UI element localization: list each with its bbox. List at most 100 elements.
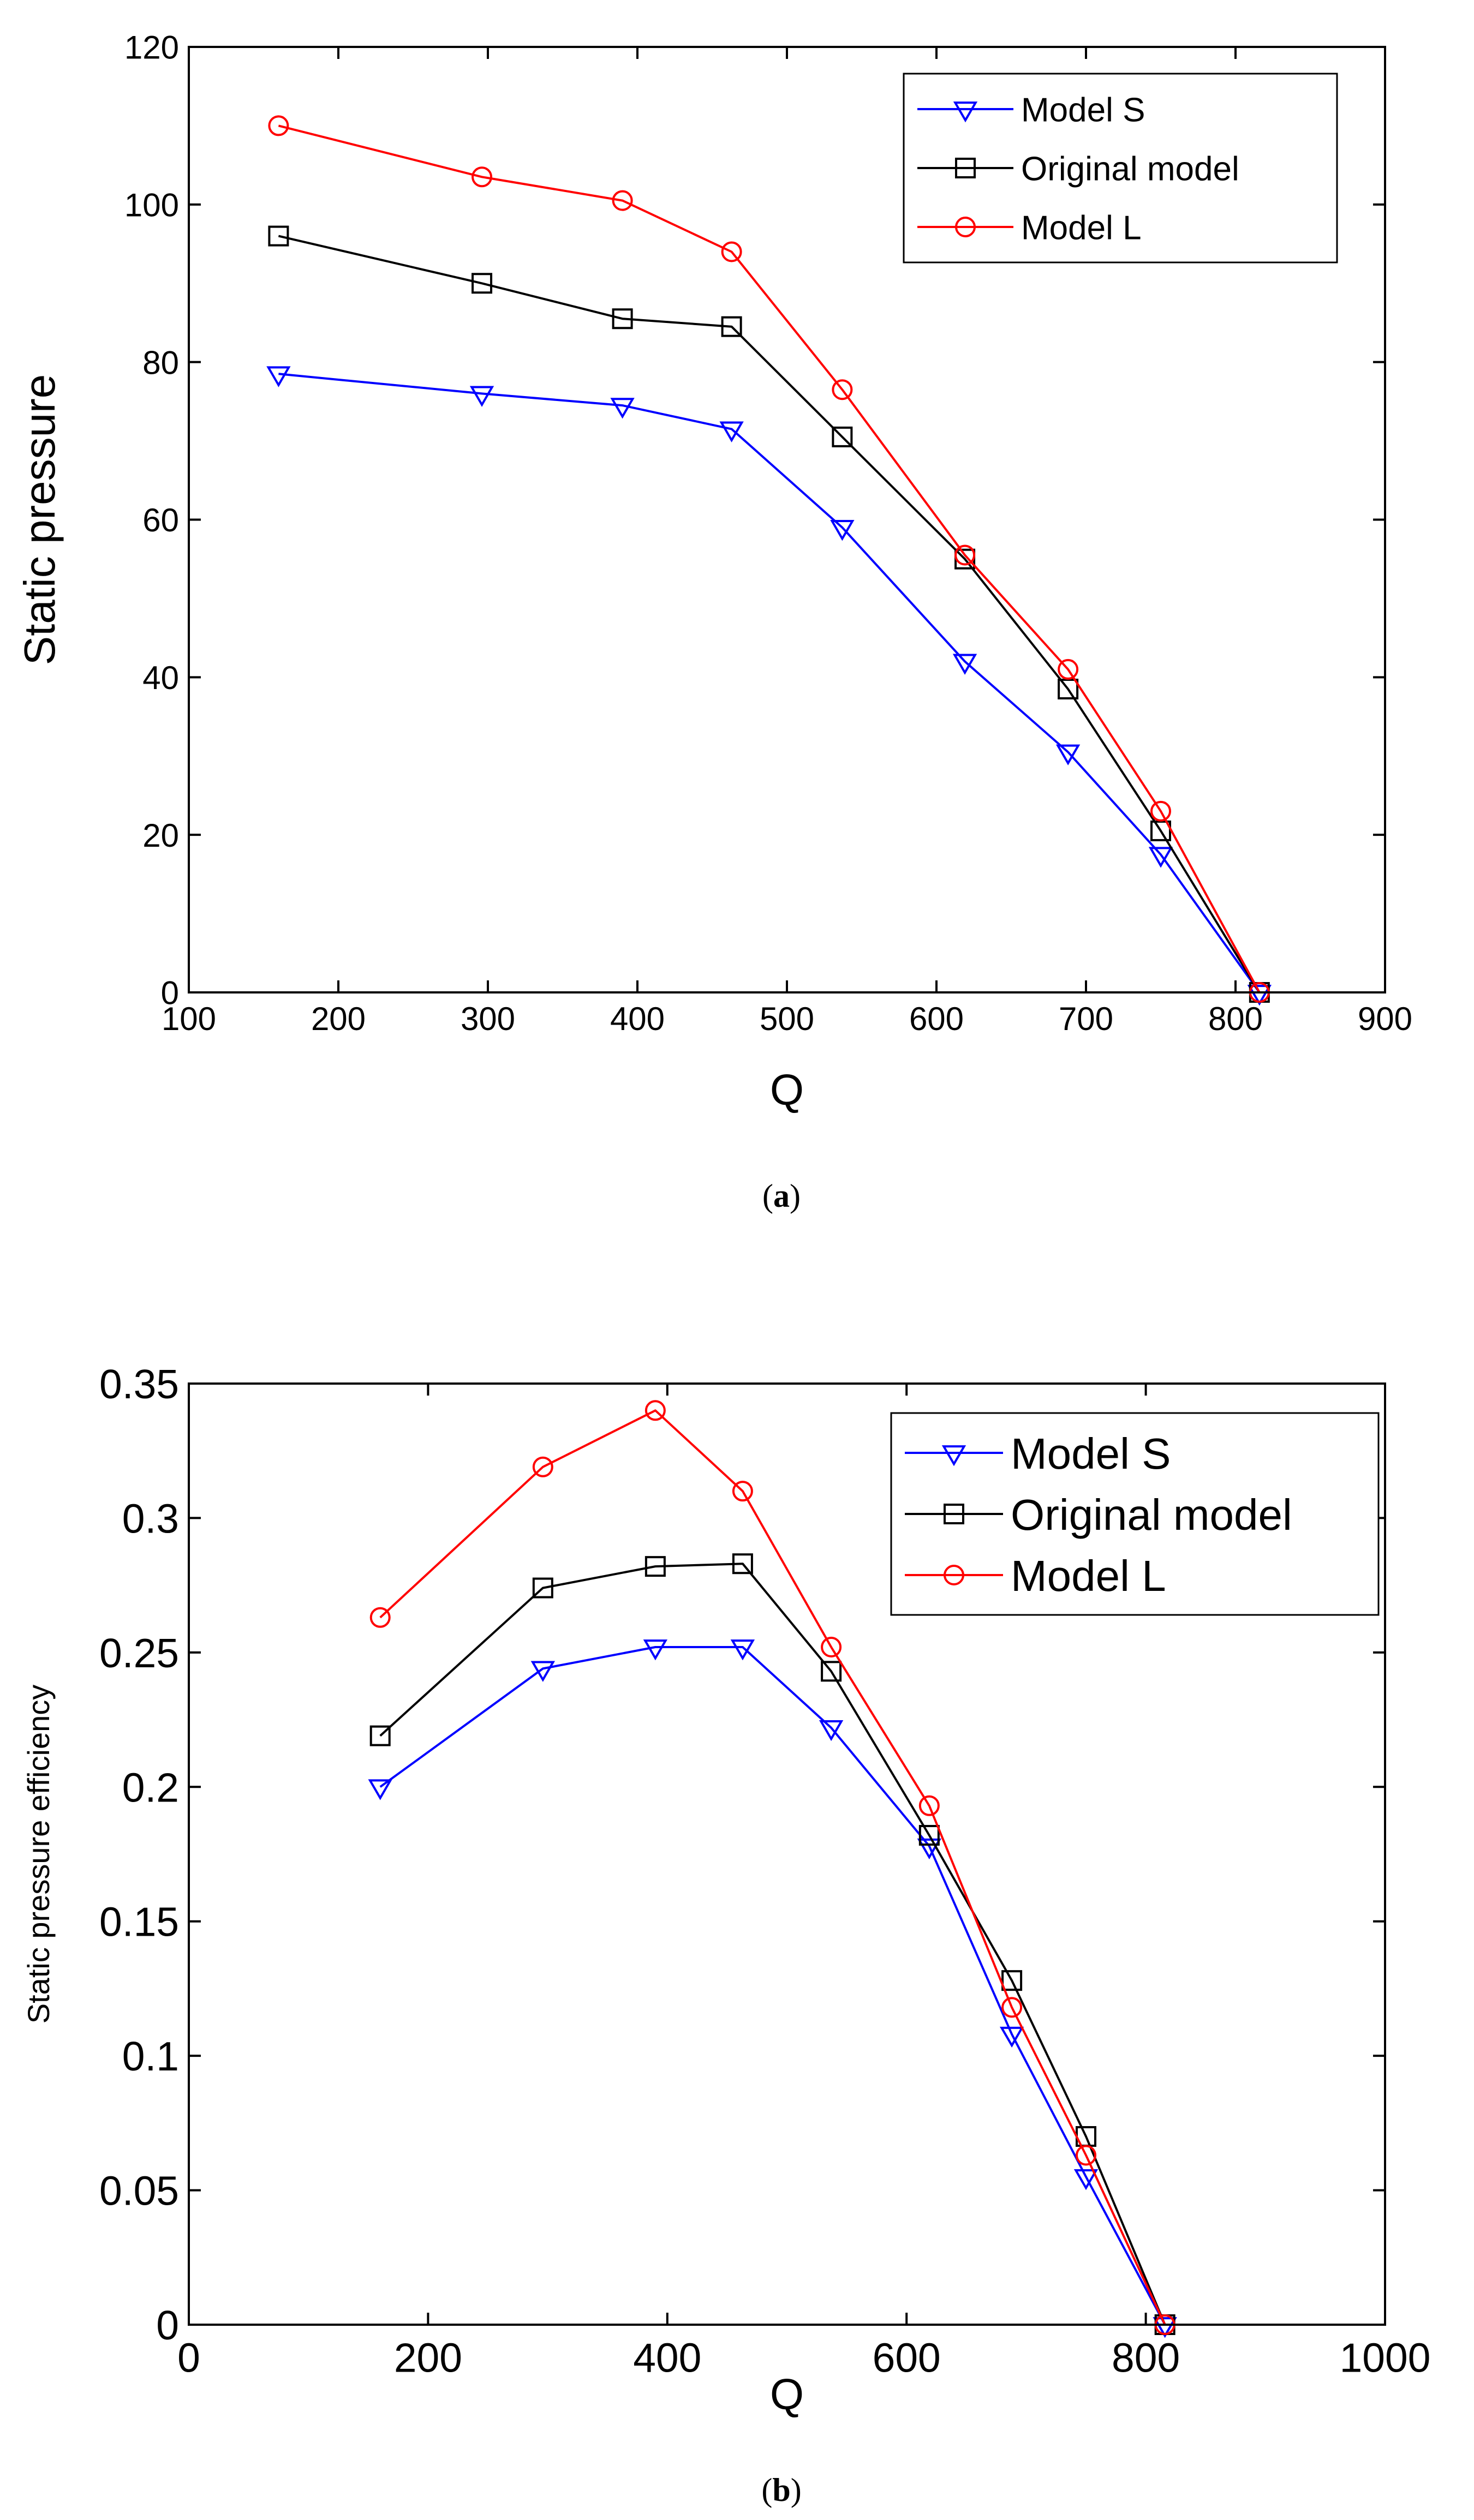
chart-a-series-line-original-model bbox=[278, 235, 1261, 993]
chart-a-y-tick-label: 100 bbox=[124, 187, 179, 223]
chart-b-x-tick-label: 1000 bbox=[1340, 2335, 1431, 2380]
chart-b-x-tick-label: 0 bbox=[177, 2335, 200, 2380]
chart-a-point-original-model bbox=[612, 308, 633, 330]
chart-a-series-line-model-l bbox=[278, 124, 1261, 993]
chart-a-legend: Model S Original model Model L bbox=[903, 73, 1338, 264]
chart-b-y-tick-label: 0.35 bbox=[99, 1361, 179, 1407]
chart-a-x-tick-label: 300 bbox=[461, 1001, 515, 1037]
chart-b-point-original-model bbox=[644, 1556, 666, 1577]
chart-b-point-original-model bbox=[1001, 1970, 1023, 1991]
chart-b-y-tick-label: 0.15 bbox=[99, 1899, 179, 1945]
chart-b-series-line-model-l bbox=[379, 1409, 1166, 2325]
chart-b-point-model-s bbox=[530, 1661, 556, 1682]
chart-b-point-model-s bbox=[730, 1639, 755, 1661]
chart-a-point-model-l bbox=[1058, 659, 1079, 680]
chart-a-x-tick-label: 700 bbox=[1059, 1001, 1113, 1037]
chart-b-plot-frame bbox=[188, 1382, 1386, 2326]
chart-b-point-original-model bbox=[918, 1825, 940, 1846]
chart-a-x-axis-label: Q bbox=[770, 1066, 804, 1114]
chart-a-y-tick-label: 120 bbox=[124, 29, 179, 66]
chart-a-legend-marker-model-s bbox=[953, 101, 978, 123]
chart-a-point-model-l bbox=[268, 115, 289, 136]
chart-a-point-original-model bbox=[268, 225, 289, 247]
chart-a-legend-marker-original-model bbox=[955, 158, 976, 178]
chart-a-point-model-l bbox=[832, 379, 853, 400]
chart-b-x-tick-label: 400 bbox=[633, 2335, 701, 2380]
chart-b-point-model-s bbox=[643, 1639, 668, 1661]
chart-a-point-model-s bbox=[469, 386, 494, 407]
chart-a-point-model-s bbox=[610, 398, 635, 419]
chart-b-series-line-original-model bbox=[379, 1563, 1166, 2325]
chart-b-legend-marker-original-model bbox=[944, 1504, 964, 1524]
chart-a-legend-label-original-model: Original model bbox=[1021, 150, 1239, 188]
chart-b-caption: (b) bbox=[761, 2472, 801, 2508]
chart-b-x-tick-label: 200 bbox=[394, 2335, 462, 2380]
chart-a-point-original-model bbox=[1150, 820, 1171, 841]
chart-b-legend-label-model-l: Model L bbox=[1011, 1552, 1166, 1600]
chart-b-point-original-model bbox=[369, 1725, 391, 1746]
chart-a-point-model-s bbox=[1247, 985, 1272, 1006]
chart-a-y-tick-label: 0 bbox=[161, 975, 179, 1011]
chart-a-y-tick-label: 60 bbox=[142, 502, 179, 538]
chart-b-y-tick-label: 0.05 bbox=[99, 2168, 179, 2214]
chart-b-point-model-l bbox=[369, 1607, 391, 1628]
chart-b-legend-label-model-s: Model S bbox=[1011, 1429, 1171, 1478]
chart-a-x-tick-label: 400 bbox=[610, 1001, 665, 1037]
chart-b-ticks: 0 200 400 600 800 1000 0 0.05 0.1 0.15 0.2 0.25 0.3 0… bbox=[99, 1361, 1430, 2380]
chart-b-static-pressure-efficiency: 0 200 400 600 800 1000 0 0.05 0.1 0.15 0.2 0.25 0.3 0… bbox=[21, 1361, 1430, 2508]
chart-a-x-tick-label: 200 bbox=[311, 1001, 366, 1037]
chart-b-point-model-l bbox=[821, 1637, 842, 1657]
chart-b-y-tick-label: 0.2 bbox=[122, 1764, 179, 1810]
chart-a-legend-marker-model-l bbox=[955, 217, 976, 237]
chart-b-y-tick-label: 0.1 bbox=[122, 2033, 179, 2079]
chart-a-point-model-s bbox=[1148, 847, 1173, 868]
chart-a-legend-label-model-s: Model S bbox=[1021, 91, 1145, 129]
chart-a-series-line-model-s bbox=[278, 373, 1261, 993]
chart-b-legend-label-original-model: Original model bbox=[1011, 1491, 1292, 1539]
chart-b-y-tick-label: 0.25 bbox=[99, 1630, 179, 1676]
chart-b-point-model-s bbox=[1073, 2169, 1099, 2190]
chart-a-point-model-l bbox=[1150, 800, 1171, 822]
chart-a-point-model-s bbox=[266, 366, 291, 387]
chart-a-point-model-l bbox=[472, 166, 493, 188]
chart-b-point-model-s bbox=[1153, 2317, 1177, 2338]
chart-a-point-model-s bbox=[719, 421, 744, 442]
chart-b-point-original-model bbox=[821, 1661, 842, 1682]
chart-a-point-original-model bbox=[1058, 678, 1079, 699]
chart-b-y-axis-label: Static pressure efficiency bbox=[21, 1685, 56, 2024]
chart-b-y-tick-label: 0.3 bbox=[122, 1495, 179, 1541]
chart-b-point-model-s bbox=[917, 1838, 942, 1860]
chart-b-marks bbox=[368, 1400, 1177, 2338]
chart-a-point-original-model bbox=[721, 316, 742, 337]
chart-a-y-axis-label: Static pressure bbox=[15, 374, 64, 666]
chart-a-point-model-s bbox=[1055, 744, 1081, 765]
chart-b-point-original-model bbox=[532, 1577, 553, 1599]
chart-b-point-model-l bbox=[918, 1795, 940, 1816]
chart-b-point-model-s bbox=[819, 1720, 844, 1741]
chart-b-y-tick-label: 0 bbox=[156, 2302, 179, 2348]
chart-a-marks bbox=[266, 115, 1272, 1006]
chart-b-point-model-l bbox=[644, 1400, 666, 1421]
chart-a-y-tick-label: 20 bbox=[142, 817, 179, 854]
chart-b-x-tick-label: 600 bbox=[873, 2335, 941, 2380]
chart-a-y-tick-label: 80 bbox=[142, 344, 179, 381]
chart-a-point-model-s bbox=[952, 654, 977, 675]
chart-a-point-original-model bbox=[472, 273, 493, 294]
chart-b-point-model-l bbox=[532, 1456, 553, 1477]
chart-a-caption-letter: a bbox=[773, 1178, 790, 1214]
chart-a-point-model-l bbox=[612, 190, 633, 211]
chart-b-point-model-s bbox=[368, 1779, 392, 1800]
chart-b-legend-marker-model-s bbox=[941, 1445, 966, 1466]
chart-b-point-model-l bbox=[732, 1481, 753, 1502]
chart-b-series-line-model-s bbox=[379, 1646, 1166, 2325]
chart-b-point-model-l bbox=[1001, 1997, 1023, 2018]
chart-a-static-pressure: 100 200 300 400 500 600 700 800 900 0 20 40 60 80 100 1… bbox=[15, 29, 1412, 1214]
chart-b-caption-letter: b bbox=[772, 2472, 790, 2508]
chart-b-point-original-model bbox=[732, 1553, 753, 1575]
chart-b-point-model-l bbox=[1076, 2145, 1096, 2166]
chart-b-x-tick-label: 800 bbox=[1112, 2335, 1180, 2380]
chart-b-legend-marker-model-l bbox=[944, 1565, 964, 1585]
chart-a-ticks: 100 200 300 400 500 600 700 800 900 0 20 40 60 80 100 1… bbox=[124, 29, 1412, 1037]
chart-a-x-tick-label: 900 bbox=[1358, 1001, 1412, 1037]
